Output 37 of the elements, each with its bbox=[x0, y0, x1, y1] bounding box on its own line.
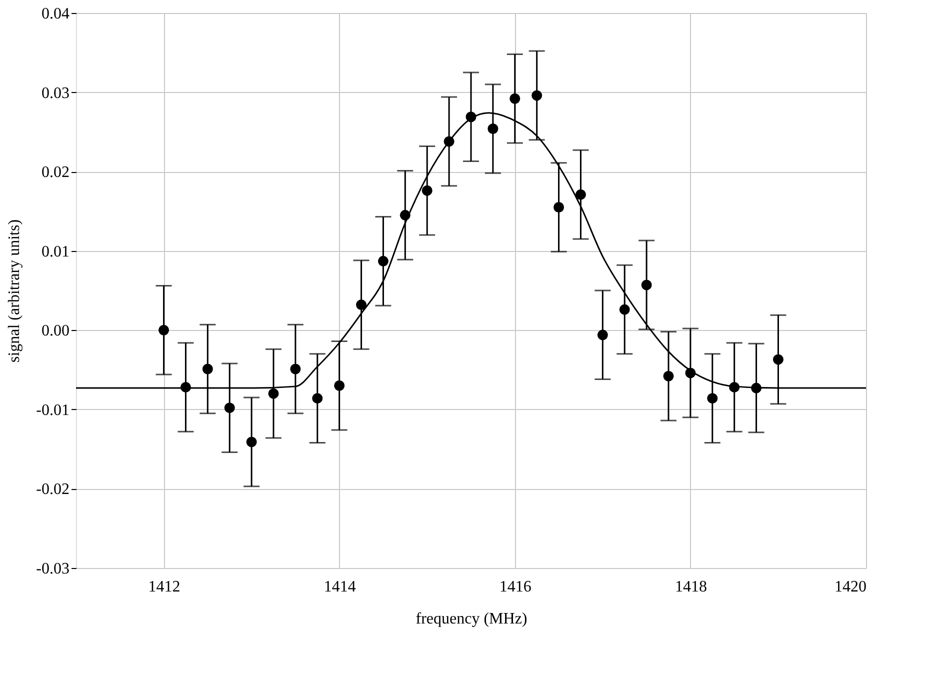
point bbox=[224, 402, 235, 414]
point bbox=[772, 354, 784, 365]
x-tick-label: 1418 bbox=[674, 578, 707, 596]
point bbox=[532, 90, 542, 101]
y-tick-label: -0.02 bbox=[36, 481, 70, 498]
y-tick-label: 0.04 bbox=[42, 6, 70, 22]
x-axis-title: frequency (MHz) bbox=[416, 610, 528, 628]
point bbox=[356, 300, 367, 310]
x-tick-label: 1412 bbox=[148, 578, 180, 596]
point bbox=[334, 380, 345, 391]
y-tick-label: 0.02 bbox=[42, 164, 70, 182]
y-tick-label: -0.01 bbox=[36, 402, 70, 419]
y-tick-label: 0.01 bbox=[42, 243, 70, 260]
y-tick-label: -0.03 bbox=[36, 560, 70, 578]
point bbox=[378, 256, 388, 266]
point bbox=[597, 330, 608, 340]
point bbox=[619, 304, 630, 315]
y-axis-title: signal (arbitrary units) bbox=[6, 219, 24, 363]
point bbox=[202, 364, 213, 374]
point bbox=[575, 189, 586, 200]
point bbox=[641, 280, 652, 290]
x-tick-label: 1416 bbox=[499, 578, 532, 596]
point bbox=[422, 185, 432, 196]
point bbox=[488, 124, 498, 134]
point bbox=[312, 393, 323, 404]
point bbox=[707, 393, 718, 404]
point bbox=[268, 388, 279, 399]
point bbox=[510, 93, 520, 104]
y-tick-label: 0.00 bbox=[42, 322, 70, 340]
point bbox=[554, 202, 564, 212]
x-tick-label: 1414 bbox=[324, 578, 356, 596]
point bbox=[663, 370, 674, 382]
point bbox=[246, 436, 257, 448]
point bbox=[290, 364, 301, 374]
y-tick-label: 0.03 bbox=[42, 84, 70, 102]
point bbox=[158, 324, 170, 336]
x-tick-label: 1420 bbox=[834, 578, 866, 596]
